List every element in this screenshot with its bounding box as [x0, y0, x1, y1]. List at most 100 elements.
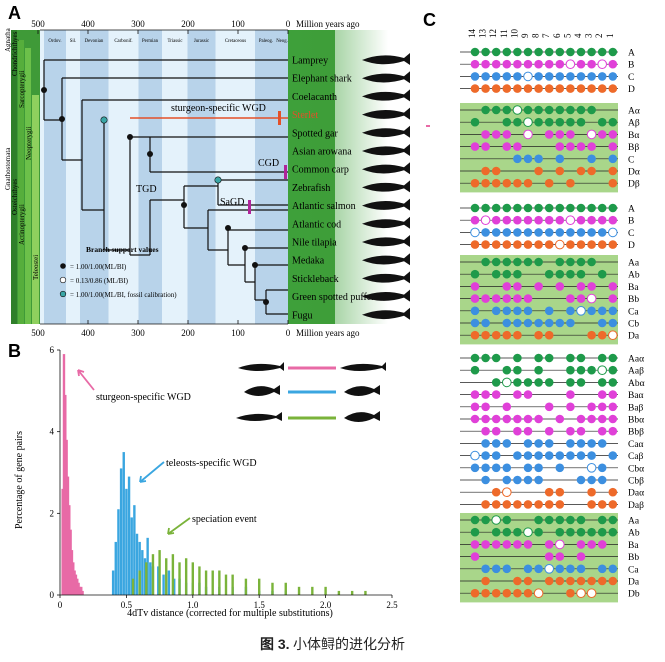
gene-dot — [576, 365, 586, 375]
gene-dot — [587, 527, 596, 537]
fish-silhouette-icon — [362, 253, 410, 266]
gene-dot — [544, 353, 554, 363]
gene-dot — [587, 72, 596, 81]
gene-dot — [587, 540, 596, 549]
gene-row-label: Baβ — [628, 403, 644, 413]
taxon-label: Green spotted puffer — [292, 292, 375, 303]
taxon-label: Coelacanth — [292, 92, 337, 103]
gene-dot — [502, 105, 512, 115]
gene-dot — [576, 228, 586, 237]
gene-dot — [481, 72, 490, 81]
fish-silhouette-icon — [362, 162, 410, 175]
gene-row-label: Bα — [628, 131, 639, 141]
gene-row-label: B — [628, 217, 634, 227]
histogram-bar — [66, 476, 70, 595]
gene-dot — [491, 515, 501, 525]
gene-dot — [523, 378, 533, 387]
gene-dot — [491, 269, 501, 279]
gene-dot — [470, 203, 480, 213]
gene-dot — [587, 402, 596, 412]
gene-dot — [576, 439, 586, 448]
gene-dot — [534, 257, 543, 267]
fish-silhouette-icon — [362, 89, 410, 102]
period-label: Carbonif. — [114, 39, 132, 44]
gene-row-label: Ba — [628, 283, 639, 293]
gene-dot — [555, 59, 565, 69]
gene-dot — [597, 475, 607, 485]
gene-dot — [555, 564, 565, 574]
gene-dot — [470, 353, 480, 363]
gene-dot — [566, 365, 575, 375]
gene-dot — [608, 117, 618, 127]
gene-dot — [534, 215, 543, 225]
x-tick-label: 1.5 — [254, 600, 266, 610]
x-tick-label: 0 — [58, 600, 63, 610]
b-ylabel: Percentage of gene pairs — [14, 431, 25, 529]
histogram-bar — [284, 582, 287, 595]
histogram-bar — [311, 586, 314, 595]
gene-dot — [481, 59, 490, 69]
gene-dot — [502, 564, 512, 574]
event-sagd: SaGD — [220, 197, 244, 208]
gene-dot — [608, 426, 618, 436]
gene-dot — [587, 414, 596, 424]
gene-dot — [597, 402, 607, 412]
gene-dot — [555, 539, 565, 550]
gene-row-label: Abα — [628, 379, 645, 389]
caption-figure-number: 图 3. — [259, 636, 290, 652]
gene-dot — [555, 105, 565, 115]
gene-dot — [502, 527, 512, 537]
gene-dot — [555, 154, 565, 164]
gene-row-label: Db — [628, 590, 640, 600]
gene-dot — [566, 451, 575, 460]
gene-dot — [587, 240, 596, 249]
histogram-bar — [130, 517, 133, 595]
gene-dot — [576, 576, 586, 586]
gene-dot — [587, 105, 596, 115]
taxon-label: Lamprey — [292, 56, 328, 67]
histogram-bar — [78, 586, 82, 595]
gene-dot — [523, 228, 533, 237]
gene-dot — [523, 84, 533, 93]
taxon-label: Spotted gar — [292, 128, 338, 139]
gene-dot — [608, 84, 618, 93]
gene-dot — [576, 564, 586, 574]
taxon-label: Zebrafish — [292, 183, 330, 194]
axis-tick-bottom: 100 — [231, 328, 245, 338]
gene-dot — [576, 59, 586, 69]
gene-dot — [513, 117, 522, 127]
gene-dot — [502, 228, 512, 237]
gene-dot — [523, 294, 533, 303]
gene-dot — [502, 588, 512, 598]
gene-dot — [587, 166, 596, 176]
gene-dot — [491, 564, 501, 574]
gene-dot — [481, 130, 490, 139]
gene-dot — [555, 318, 565, 328]
taxon-label: Atlantic salmon — [292, 201, 356, 212]
period-label: Triassic — [167, 39, 182, 44]
gene-dot — [597, 515, 607, 525]
histogram-bar — [258, 578, 261, 595]
gene-row-label: C — [628, 73, 634, 83]
gene-dot — [502, 142, 512, 151]
histogram-bar — [114, 541, 117, 595]
histogram-bar — [77, 582, 80, 595]
gene-dot — [576, 414, 586, 424]
gene-dot — [470, 306, 480, 316]
event-cgd: CGD — [258, 158, 279, 169]
gene-dot — [491, 166, 501, 176]
gene-row-label: Aa — [628, 517, 640, 527]
gene-dot — [502, 240, 512, 249]
gene-dot — [597, 390, 607, 399]
panel-c-label: C — [423, 10, 436, 30]
gene-dot — [587, 257, 596, 267]
gene-dot — [566, 72, 575, 81]
gene-dot — [608, 330, 618, 341]
gene-dot — [513, 527, 522, 537]
gene-row-label: Ab — [628, 271, 640, 281]
gene-dot — [513, 414, 522, 424]
fish-silhouette-icon — [362, 289, 410, 302]
gene-dot — [544, 178, 554, 188]
gene-dot — [534, 439, 543, 448]
gene-dot — [555, 576, 565, 586]
